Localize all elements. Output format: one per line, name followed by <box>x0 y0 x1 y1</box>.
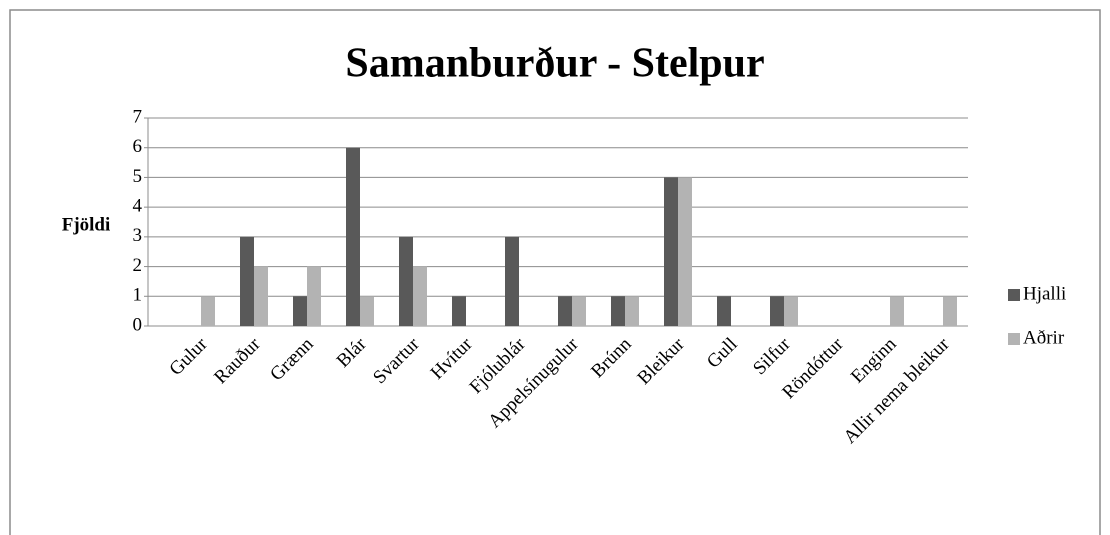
legend-label: Hjalli <box>1023 283 1066 304</box>
bar <box>943 296 957 326</box>
bar <box>611 296 625 326</box>
y-tick-label: 7 <box>133 106 143 127</box>
bar <box>505 236 519 326</box>
bar <box>293 296 307 326</box>
bar <box>717 296 731 326</box>
bar <box>346 147 360 326</box>
y-tick-label: 2 <box>133 255 143 276</box>
bar <box>452 296 466 326</box>
y-axis-label: Fjöldi <box>62 214 111 235</box>
x-tick-label: Hvítur <box>427 333 477 383</box>
bar <box>678 177 692 326</box>
bar <box>664 177 678 326</box>
x-tick-label: Bleikur <box>633 333 689 389</box>
y-tick-label: 6 <box>133 136 143 157</box>
bar <box>890 296 904 326</box>
legend-label: Aðrir <box>1023 327 1065 348</box>
x-tick-label: Grænn <box>266 333 318 385</box>
bar <box>784 296 798 326</box>
bar <box>413 266 427 326</box>
chart-title: Samanburður - Stelpur <box>345 41 764 87</box>
legend-swatch <box>1008 333 1020 345</box>
y-tick-label: 4 <box>133 196 143 217</box>
bar <box>625 296 639 326</box>
y-tick-label: 5 <box>133 166 143 187</box>
x-tick-label: Blár <box>333 333 371 371</box>
bar <box>572 296 586 326</box>
bar <box>360 296 374 326</box>
bar <box>558 296 572 326</box>
chart-border <box>9 9 1101 535</box>
y-tick-label: 1 <box>133 285 143 306</box>
x-tick-label: Gulur <box>165 333 212 380</box>
bar <box>307 266 321 326</box>
bar <box>240 236 254 326</box>
x-tick-label: Silfur <box>749 333 795 379</box>
legend-swatch <box>1008 289 1020 301</box>
x-tick-label: Svartur <box>369 333 424 388</box>
bar <box>254 266 268 326</box>
x-tick-label: Rauður <box>210 333 265 388</box>
y-tick-label: 0 <box>133 314 143 335</box>
bar <box>201 296 215 326</box>
bar <box>399 236 413 326</box>
bar <box>770 296 784 326</box>
x-tick-label: Gull <box>703 334 742 373</box>
x-tick-label: Brúnn <box>587 333 636 382</box>
y-tick-label: 3 <box>133 225 143 246</box>
